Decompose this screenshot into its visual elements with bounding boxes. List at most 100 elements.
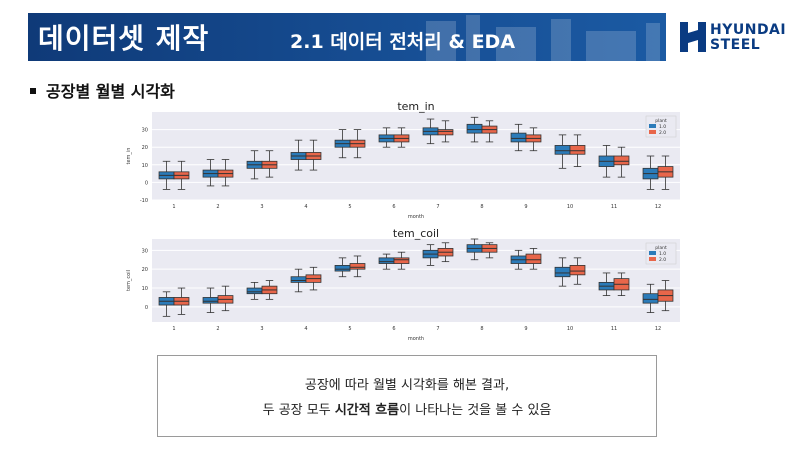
y-axis-label: tem_coil [126, 270, 132, 291]
x-tick-label: 6 [392, 204, 395, 210]
box-plant-2.0-month-7 [437, 242, 454, 263]
box-plant-2.0-month-8 [481, 242, 498, 259]
box-plant-2.0-month-6 [393, 127, 410, 148]
banner-background-pattern [426, 15, 660, 61]
x-tick-label: 8 [480, 204, 483, 210]
box-iqr [569, 265, 586, 276]
caption-line-1: 공장에 따라 월별 시각화를 해본 결과, [304, 378, 510, 393]
box-plant-1.0-month-5 [334, 257, 351, 278]
section-heading-text: 공장별 월별 시각화 [46, 82, 175, 101]
legend-swatch [649, 251, 656, 255]
x-tick-label: 9 [524, 326, 527, 332]
chart-tem-in: -10 0 10 20 30 tem_in tem_in month 1 2 3 4 5 6 7 8 9 10 11… [110, 100, 690, 225]
box-iqr [554, 145, 571, 155]
box-plant-2.0-month-5 [349, 129, 366, 159]
box-plant-1.0-month-8 [466, 238, 483, 261]
box-plant-2.0-month-12 [657, 155, 674, 190]
section-heading: 공장별 월별 시각화 [30, 78, 175, 102]
box-iqr [437, 129, 454, 136]
legend-entry: 1.0 [659, 124, 666, 130]
box-plant-2.0-month-1 [173, 287, 190, 315]
legend-title: plant [655, 245, 667, 251]
box-iqr [334, 265, 351, 272]
x-tick-label: 2 [216, 326, 219, 332]
box-plant-1.0-month-2 [202, 287, 219, 313]
caption-highlight: 시간적 흐름 [334, 403, 400, 418]
x-tick-label: 10 [567, 204, 573, 210]
legend-title: plant [655, 118, 667, 124]
caption-line-2: 두 공장 모두 시간적 흐름이 나타나는 것을 볼 수 있음 [158, 399, 656, 418]
chart-title: tem_in [397, 100, 434, 113]
x-tick-label: 3 [260, 204, 263, 210]
x-tick-label: 7 [436, 204, 439, 210]
x-tick-label: 4 [304, 204, 307, 210]
y-tick-label: 10 [142, 163, 148, 169]
x-tick-label: 8 [480, 326, 483, 332]
y-tick-label: 20 [142, 145, 148, 151]
plot-area [152, 112, 680, 200]
box-plant-1.0-month-12 [642, 155, 659, 190]
legend-swatch [649, 124, 656, 128]
box-plant-2.0-month-5 [349, 255, 366, 278]
box-iqr [510, 132, 527, 143]
box-plant-2.0-month-6 [393, 251, 410, 270]
x-tick-label: 9 [524, 204, 527, 210]
x-tick-label: 5 [348, 204, 351, 210]
x-tick-label: 11 [611, 204, 617, 210]
box-iqr [393, 257, 410, 264]
box-plant-2.0-month-12 [657, 280, 674, 312]
brand-name-line1: HYUNDAI [710, 22, 787, 38]
brand-h-icon [680, 22, 706, 52]
legend-swatch [649, 130, 656, 134]
caption-line-2-prefix: 두 공장 모두 [262, 403, 335, 418]
y-tick-label: -10 [140, 198, 148, 204]
box-plant-2.0-month-4 [305, 266, 322, 291]
chart-title: tem_coil [393, 227, 439, 240]
x-tick-label: 4 [304, 326, 307, 332]
box-plant-1.0-month-4 [290, 268, 307, 293]
x-axis-label: month [408, 336, 424, 342]
x-tick-label: 12 [655, 326, 661, 332]
y-tick-label: 20 [142, 267, 148, 273]
x-tick-label: 2 [216, 204, 219, 210]
box-plant-1.0-month-1 [158, 291, 175, 317]
box-plant-1.0-month-9 [510, 123, 527, 152]
box-iqr [290, 276, 307, 283]
chart-tem-coil: 0 10 20 30 tem_coil tem_coil month 1 2 3 4 5 6 7 8 9 10 1… [110, 225, 690, 347]
box-iqr [525, 253, 542, 264]
y-tick-label: 0 [145, 180, 148, 186]
box-plant-2.0-month-2 [217, 285, 234, 312]
box-iqr [642, 293, 659, 304]
x-tick-label: 3 [260, 326, 263, 332]
legend-entry: 2.0 [659, 130, 666, 136]
box-iqr [569, 145, 586, 155]
hyundai-steel-logo: HYUNDAI STEEL [680, 20, 786, 56]
x-tick-label: 1 [172, 204, 175, 210]
legend-entry: 2.0 [659, 257, 666, 263]
brand-name-line2: STEEL [710, 37, 761, 53]
box-plant-2.0-month-9 [525, 248, 542, 270]
box-plant-1.0-month-5 [334, 129, 351, 159]
x-tick-label: 5 [348, 326, 351, 332]
x-tick-label: 12 [655, 204, 661, 210]
box-iqr [378, 257, 395, 264]
x-tick-label: 10 [567, 326, 573, 332]
x-tick-label: 7 [436, 326, 439, 332]
box-plant-1.0-month-7 [422, 244, 439, 266]
box-plant-1.0-month-12 [642, 283, 659, 313]
box-iqr [466, 123, 483, 134]
box-plant-1.0-month-9 [510, 249, 527, 270]
box-plant-2.0-month-7 [437, 120, 454, 143]
box-iqr [554, 266, 571, 278]
y-tick-label: 10 [142, 286, 148, 292]
plot-area [152, 239, 680, 322]
x-tick-label: 1 [172, 326, 175, 332]
legend-swatch [649, 257, 656, 261]
x-axis-label: month [408, 214, 424, 220]
box-plant-2.0-month-4 [305, 139, 322, 171]
y-tick-label: 30 [142, 128, 148, 134]
bullet-icon [30, 87, 36, 94]
